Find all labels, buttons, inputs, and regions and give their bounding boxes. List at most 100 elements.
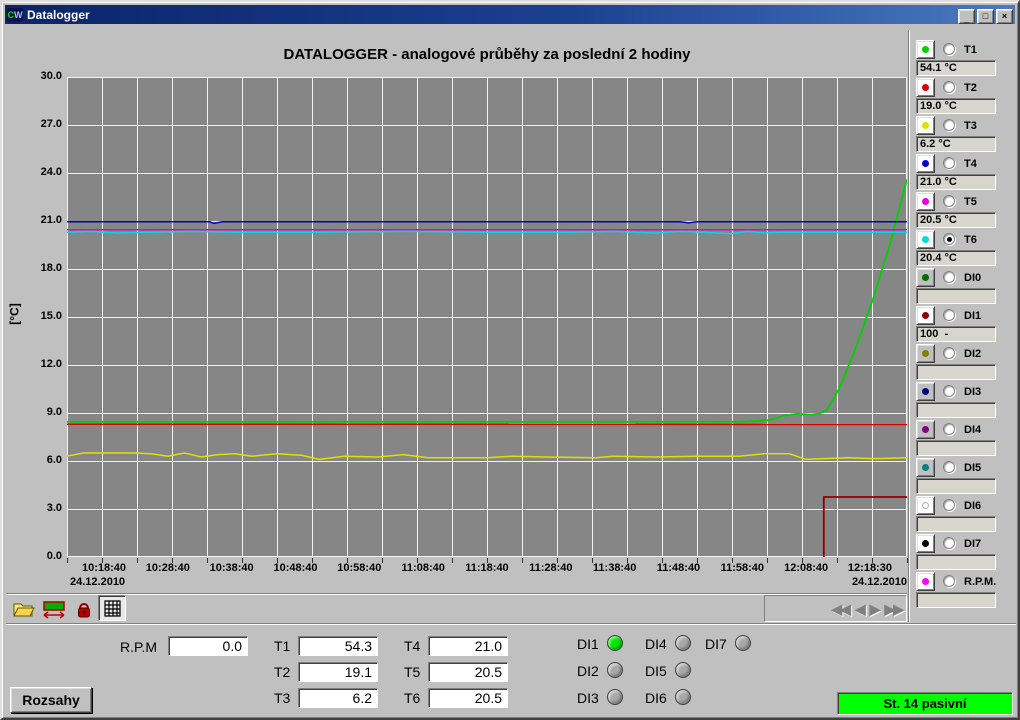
- channel-DI4-radio[interactable]: [943, 423, 955, 435]
- DI2-led: [607, 662, 623, 678]
- channel-DI6-color-dot: [922, 502, 929, 509]
- open-folder-icon[interactable]: [12, 597, 36, 621]
- channel-DI7-radio[interactable]: [943, 537, 955, 549]
- x-axis-tick-label: 11:28:40: [519, 562, 583, 574]
- nav-prev-button[interactable]: ◀: [855, 602, 864, 616]
- minimize-button[interactable]: _: [958, 9, 975, 24]
- x-axis-tick-label: 11:58:40: [710, 562, 774, 574]
- channel-T1-radio[interactable]: [943, 43, 955, 55]
- channel-DI0-value: [916, 288, 996, 304]
- channel-DI3-color-dot: [922, 388, 929, 395]
- channel-R.P.M.-color-button[interactable]: [916, 572, 935, 591]
- T5-field[interactable]: 20.5: [428, 662, 508, 682]
- channel-DI4-color-dot: [922, 426, 929, 433]
- status-badge: St. 14 pasivní: [837, 692, 1013, 715]
- DI7-indicator-label: DI7: [705, 636, 727, 652]
- T4-field[interactable]: 21.0: [428, 636, 508, 656]
- channel-DI5-radio[interactable]: [943, 461, 955, 473]
- channel-DI1-color-button[interactable]: [916, 306, 935, 325]
- channel-DI3-color-button[interactable]: [916, 382, 935, 401]
- close-button[interactable]: ×: [996, 9, 1013, 24]
- channel-DI4-color-button[interactable]: [916, 420, 935, 439]
- x-axis-tick-label: 11:08:40: [391, 562, 455, 574]
- channel-R.P.M.-value: [916, 592, 996, 608]
- channel-R.P.M.-radio[interactable]: [943, 575, 955, 587]
- x-axis-date-left: 24.12.2010: [70, 576, 125, 588]
- channel-DI5-label: DI5: [964, 462, 981, 474]
- channel-T3-radio[interactable]: [943, 119, 955, 131]
- channel-DI2-label: DI2: [964, 348, 981, 360]
- T2-field[interactable]: 19.1: [298, 662, 378, 682]
- channel-T2-color-button[interactable]: [916, 78, 935, 97]
- channel-T6-color-dot: [922, 236, 929, 243]
- channel-DI1-radio[interactable]: [943, 309, 955, 321]
- y-axis-tick-label: 12.0: [16, 358, 62, 370]
- channel-T2-color-dot: [922, 84, 929, 91]
- lock-icon[interactable]: [72, 597, 96, 621]
- grid-icon: [104, 600, 121, 617]
- series-T4: [67, 222, 907, 224]
- y-axis-tick-label: 3.0: [16, 502, 62, 514]
- channel-T5-color-button[interactable]: [916, 192, 935, 211]
- channel-DI6-color-button[interactable]: [916, 496, 935, 515]
- DI2-indicator-label: DI2: [577, 663, 599, 679]
- channel-T2-radio[interactable]: [943, 81, 955, 93]
- channel-T1-color-button[interactable]: [916, 40, 935, 59]
- channel-T4-color-button[interactable]: [916, 154, 935, 173]
- channel-T3-color-button[interactable]: [916, 116, 935, 135]
- range-tool-icon[interactable]: [42, 597, 66, 621]
- window-controls: _□×: [956, 6, 1013, 24]
- nav-next-button[interactable]: ▶: [870, 602, 879, 616]
- channel-R.P.M.-color-dot: [922, 578, 929, 585]
- channel-DI4-value: [916, 440, 996, 456]
- DI1-indicator-label: DI1: [577, 636, 599, 652]
- nav-last-button[interactable]: ▶▶: [884, 602, 902, 616]
- channel-T4-radio[interactable]: [943, 157, 955, 169]
- ranges-button[interactable]: Rozsahy: [10, 687, 92, 713]
- channel-T6-radio[interactable]: [943, 233, 955, 245]
- channel-T2-value: 19.0 °C: [916, 98, 996, 114]
- channel-R.P.M.-label: R.P.M.: [964, 576, 996, 588]
- channel-DI2-value: [916, 364, 996, 380]
- y-axis-tick-label: 30.0: [16, 70, 62, 82]
- titlebar[interactable]: CW Datalogger _□×: [5, 5, 1015, 24]
- T6-field[interactable]: 20.5: [428, 688, 508, 708]
- T1-field[interactable]: 54.3: [298, 636, 378, 656]
- y-axis-tick-label: 27.0: [16, 118, 62, 130]
- channel-DI2-radio[interactable]: [943, 347, 955, 359]
- channel-DI0-color-button[interactable]: [916, 268, 935, 287]
- DI6-led: [675, 689, 691, 705]
- x-axis-tick-label: 12:18:30: [838, 562, 902, 574]
- channel-T5-radio[interactable]: [943, 195, 955, 207]
- x-axis-tick-label: 10:58:40: [327, 562, 391, 574]
- x-axis-tick-label: 11:38:40: [583, 562, 647, 574]
- T3-label: T3: [274, 690, 290, 706]
- channel-DI5-color-button[interactable]: [916, 458, 935, 477]
- channel-DI5-value: [916, 478, 996, 494]
- nav-first-button[interactable]: ◀◀: [831, 602, 849, 616]
- T5-label: T5: [404, 664, 420, 680]
- channel-DI2-color-button[interactable]: [916, 344, 935, 363]
- T3-field[interactable]: 6.2: [298, 688, 378, 708]
- x-axis-tick-label: 10:28:40: [136, 562, 200, 574]
- chart-title: DATALOGGER - analogové průběhy za posled…: [67, 46, 907, 63]
- x-axis-tick-label: 10:48:40: [263, 562, 327, 574]
- channel-DI3-value: [916, 402, 996, 418]
- rpm-label: R.P.M: [120, 639, 157, 655]
- channel-DI3-radio[interactable]: [943, 385, 955, 397]
- channel-DI1-value: 100 -: [916, 326, 996, 342]
- grid-toggle-button[interactable]: [98, 595, 126, 621]
- channel-DI6-radio[interactable]: [943, 499, 955, 511]
- channel-T5-value: 20.5 °C: [916, 212, 996, 228]
- x-axis-tick-label: 11:48:40: [646, 562, 710, 574]
- chart-plot-area[interactable]: [67, 77, 907, 557]
- channel-DI0-color-dot: [922, 274, 929, 281]
- channel-DI5-color-dot: [922, 464, 929, 471]
- radio-dot: [947, 237, 952, 242]
- maximize-button[interactable]: □: [977, 9, 994, 24]
- bottom-panel-separator: [6, 623, 1016, 625]
- channel-DI0-radio[interactable]: [943, 271, 955, 283]
- channel-T6-color-button[interactable]: [916, 230, 935, 249]
- rpm-field[interactable]: 0.0: [168, 636, 248, 656]
- channel-DI7-color-button[interactable]: [916, 534, 935, 553]
